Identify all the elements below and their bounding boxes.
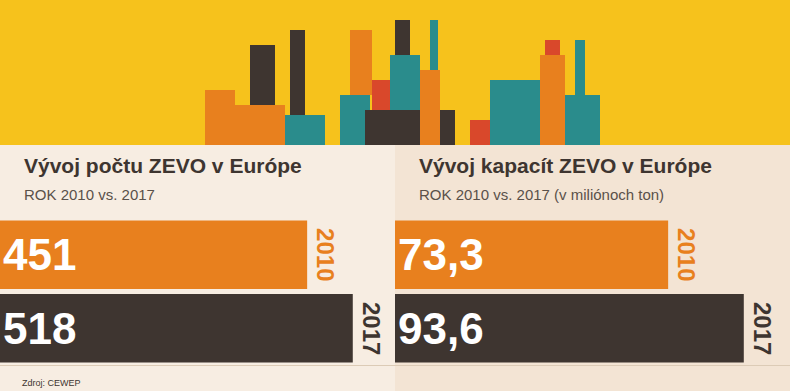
svg-text:451: 451 <box>3 230 76 279</box>
svg-text:Vývoj kapacít ZEVO v Európe: Vývoj kapacít ZEVO v Európe <box>419 154 712 177</box>
svg-text:ROK 2010 vs. 2017: ROK 2010 vs. 2017 <box>24 186 155 203</box>
svg-text:2010: 2010 <box>673 228 700 281</box>
svg-text:73,3: 73,3 <box>398 230 484 279</box>
svg-text:518: 518 <box>3 304 76 353</box>
svg-text:ROK 2010 vs. 2017 (v miliónoch: ROK 2010 vs. 2017 (v miliónoch ton) <box>419 186 664 203</box>
svg-text:2010: 2010 <box>312 228 339 281</box>
svg-text:93,6: 93,6 <box>398 304 484 353</box>
svg-text:Vývoj počtu ZEVO v Európe: Vývoj počtu ZEVO v Európe <box>24 154 302 177</box>
svg-text:2017: 2017 <box>749 302 776 355</box>
svg-text:Zdroj: CEWEP: Zdroj: CEWEP <box>22 378 81 388</box>
svg-text:2017: 2017 <box>358 302 385 355</box>
